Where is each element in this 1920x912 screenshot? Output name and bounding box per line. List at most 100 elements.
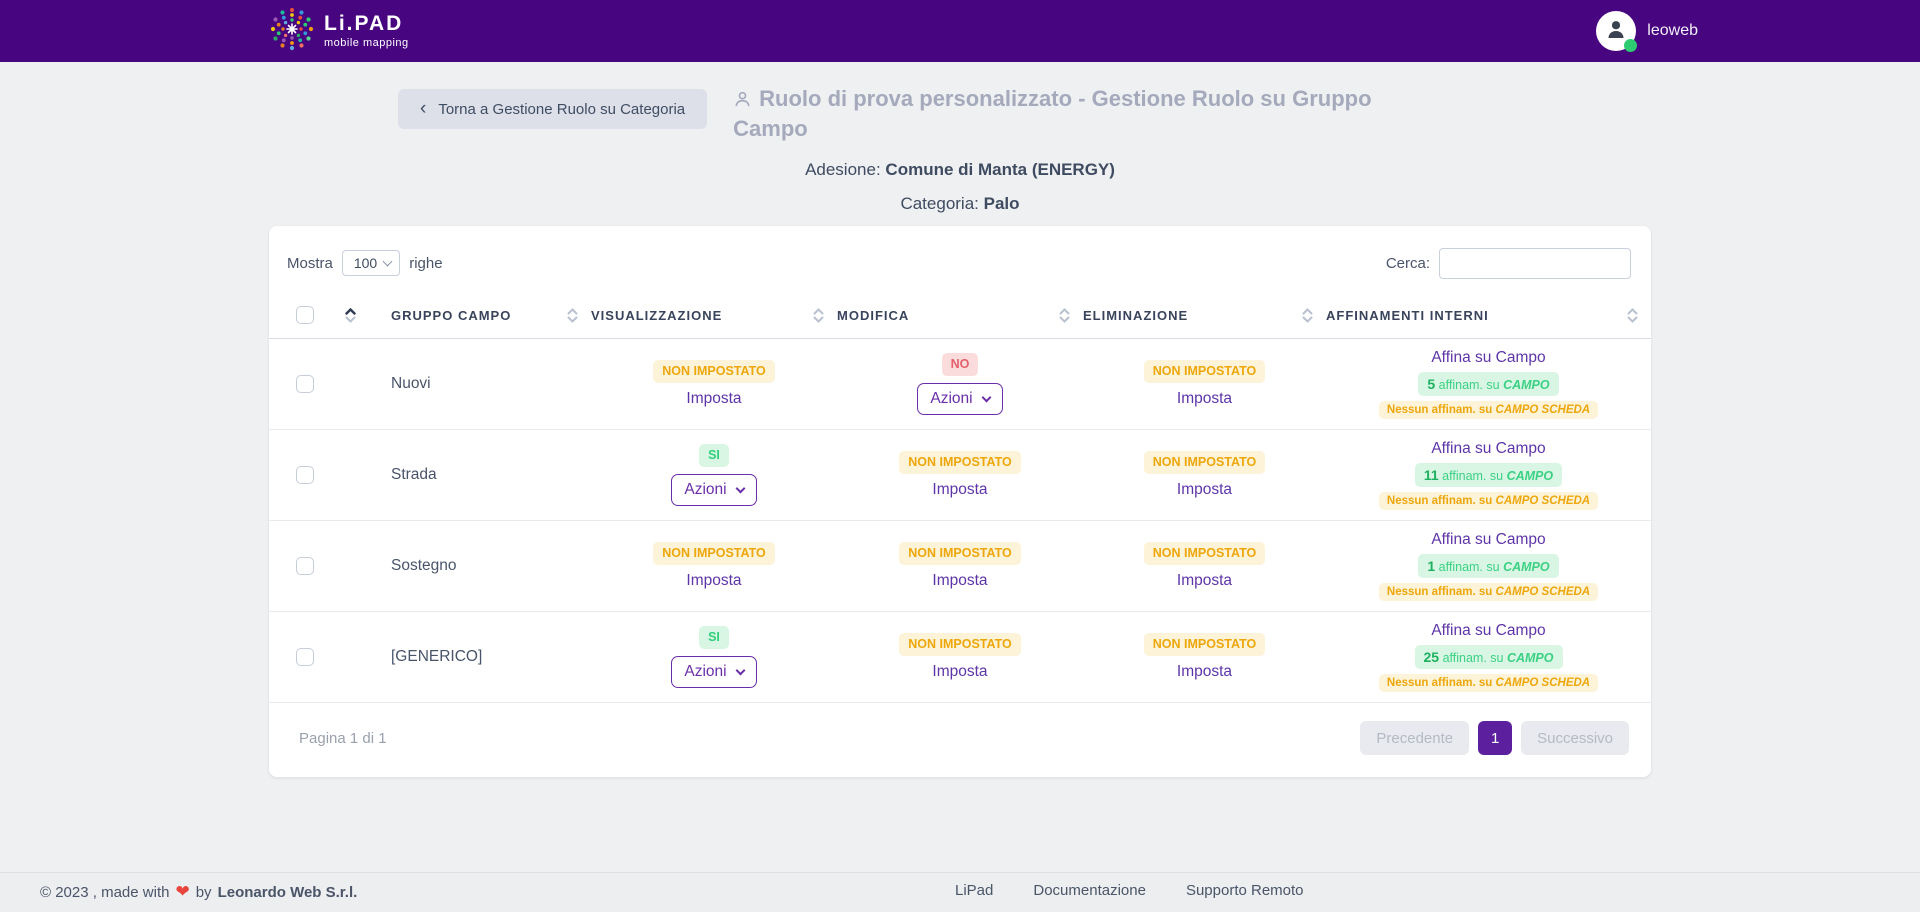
heart-icon: ❤ [175,882,190,901]
navbar: Li.PAD mobile mapping leoweb [0,0,1920,62]
table-header-row: GRUPPO CAMPO VISUALIZZAZIONE MODIFICA [269,292,1651,340]
table-row: Sostegno NON IMPOSTATO Imposta NON IMPOS… [269,521,1651,612]
categoria-line: Categoria: Palo [0,194,1920,214]
pagination-info: Pagina 1 di 1 [299,729,387,747]
affina-link[interactable]: Affina su Campo [1431,622,1546,640]
none-badge: Nessun affinam. su CAMPO SCHEDA [1378,583,1599,602]
imposta-link[interactable]: Imposta [1176,390,1233,408]
chevron-down-icon [981,392,992,403]
footer-link-lipad[interactable]: LiPad [955,882,994,899]
avatar[interactable] [1596,11,1638,52]
none-badge: Nessun affinam. su CAMPO SCHEDA [1378,492,1599,511]
column-header-gruppo-campo[interactable]: GRUPPO CAMPO [391,307,512,323]
imposta-link[interactable]: Imposta [1176,572,1233,590]
row-checkbox[interactable] [296,375,314,394]
footer-link-supporto-remoto[interactable]: Supporto Remoto [1185,882,1304,899]
column-header-eliminazione[interactable]: ELIMINAZIONE [1083,307,1189,323]
row-checkbox[interactable] [296,466,314,485]
sort-control[interactable] [1302,307,1313,323]
status-badge: NON IMPOSTATO [1143,450,1266,475]
status-badge: NO [941,352,979,377]
pagination-next-button[interactable]: Successivo [1521,721,1629,756]
imposta-link[interactable]: Imposta [932,572,988,590]
show-label: Mostra [287,254,333,272]
azioni-dropdown[interactable]: Azioni [671,656,757,689]
chevron-down-icon [735,483,746,494]
imposta-link[interactable]: Imposta [686,390,742,408]
person-icon [1604,17,1628,46]
logo-title: Li.PAD [324,12,404,35]
count-badge: 25 affinam. su CAMPO [1414,645,1563,670]
adesione-value: Comune di Manta (ENERGY) [885,159,1115,179]
table-controls: Mostra 100 righe Cerca: [269,226,1651,279]
chevron-down-icon [1302,316,1313,323]
affina-link[interactable]: Affina su Campo [1431,440,1546,458]
search-input[interactable] [1439,247,1631,279]
azioni-dropdown[interactable]: Azioni [671,474,757,507]
adesione-line: Adesione: Comune di Manta (ENERGY) [0,160,1920,180]
role-person-icon [733,89,752,116]
none-badge: Nessun affinam. su CAMPO SCHEDA [1378,674,1599,693]
imposta-link[interactable]: Imposta [1176,481,1233,499]
column-header-visualizzazione[interactable]: VISUALIZZAZIONE [591,307,723,323]
chevron-up-icon [567,307,578,315]
count-badge: 1 affinam. su CAMPO [1418,554,1559,579]
categoria-label: Categoria: [900,193,979,213]
count-badge: 5 affinam. su CAMPO [1418,372,1559,397]
chevron-left-icon: ‹ [420,97,427,119]
logo-subtitle: mobile mapping [324,37,409,49]
affina-link[interactable]: Affina su Campo [1431,531,1546,549]
back-button-label: Torna a Gestione Ruolo su Categoria [438,100,686,118]
sort-control[interactable] [345,307,356,323]
gruppo-campo-name: Nuovi [391,375,431,393]
pagination-prev-button[interactable]: Precedente [1360,721,1470,756]
lipad-logo-icon [270,7,314,56]
page-header: ‹ Torna a Gestione Ruolo su Categoria Ru… [269,86,1651,143]
chevron-down-icon [1627,316,1638,323]
sort-control[interactable] [813,307,824,323]
chevron-up-icon [1627,307,1638,315]
imposta-link[interactable]: Imposta [1176,663,1233,681]
status-badge: NON IMPOSTATO [653,359,775,384]
imposta-link[interactable]: Imposta [932,663,988,681]
adesione-label: Adesione: [805,159,881,179]
user-name: leoweb [1647,22,1698,39]
status-badge: NON IMPOSTATO [1143,541,1266,566]
column-header-modifica[interactable]: MODIFICA [837,307,910,323]
gruppo-campo-table: GRUPPO CAMPO VISUALIZZAZIONE MODIFICA [269,292,1651,704]
page-size-select[interactable]: 100 [341,250,401,277]
status-badge: NON IMPOSTATO [1143,632,1266,657]
azioni-dropdown[interactable]: Azioni [917,383,1003,416]
back-button[interactable]: ‹ Torna a Gestione Ruolo su Categoria [398,89,708,129]
imposta-link[interactable]: Imposta [932,481,988,499]
select-all-checkbox[interactable] [296,306,314,325]
count-badge: 11 affinam. su CAMPO [1414,463,1563,488]
table-row: Strada SI Azioni NON IMPOSTATO Imposta N… [269,430,1651,521]
pagination-page-1-button[interactable]: 1 [1478,721,1513,756]
footer-link-documentazione[interactable]: Documentazione [1033,882,1146,899]
row-checkbox[interactable] [296,557,314,576]
chevron-up-icon [345,307,356,315]
categoria-value: Palo [983,193,1020,213]
status-badge: SI [699,443,729,468]
chevron-down-icon [813,316,824,323]
status-badge: NON IMPOSTATO [899,541,1021,566]
chevron-down-icon [345,316,356,323]
imposta-link[interactable]: Imposta [686,572,742,590]
status-badge: NON IMPOSTATO [899,632,1021,657]
sort-control[interactable] [567,307,578,323]
status-badge: NON IMPOSTATO [1143,359,1266,384]
affina-link[interactable]: Affina su Campo [1431,349,1546,367]
footer-links: LiPad Documentazione Supporto Remoto [955,882,1304,899]
gruppo-campo-name: Sostegno [391,557,457,575]
chevron-down-icon [567,316,578,323]
user-menu[interactable]: leoweb [1596,11,1698,52]
chevron-down-icon [735,665,746,676]
pagination: Pagina 1 di 1 Precedente 1 Successivo [269,703,1651,775]
sort-control[interactable] [1627,307,1638,323]
row-checkbox[interactable] [296,648,314,667]
rows-label: righe [409,254,443,272]
sort-control[interactable] [1059,307,1070,323]
navbar-logo[interactable]: Li.PAD mobile mapping [270,7,409,56]
column-header-affinamenti-interni[interactable]: AFFINAMENTI INTERNI [1326,307,1489,323]
